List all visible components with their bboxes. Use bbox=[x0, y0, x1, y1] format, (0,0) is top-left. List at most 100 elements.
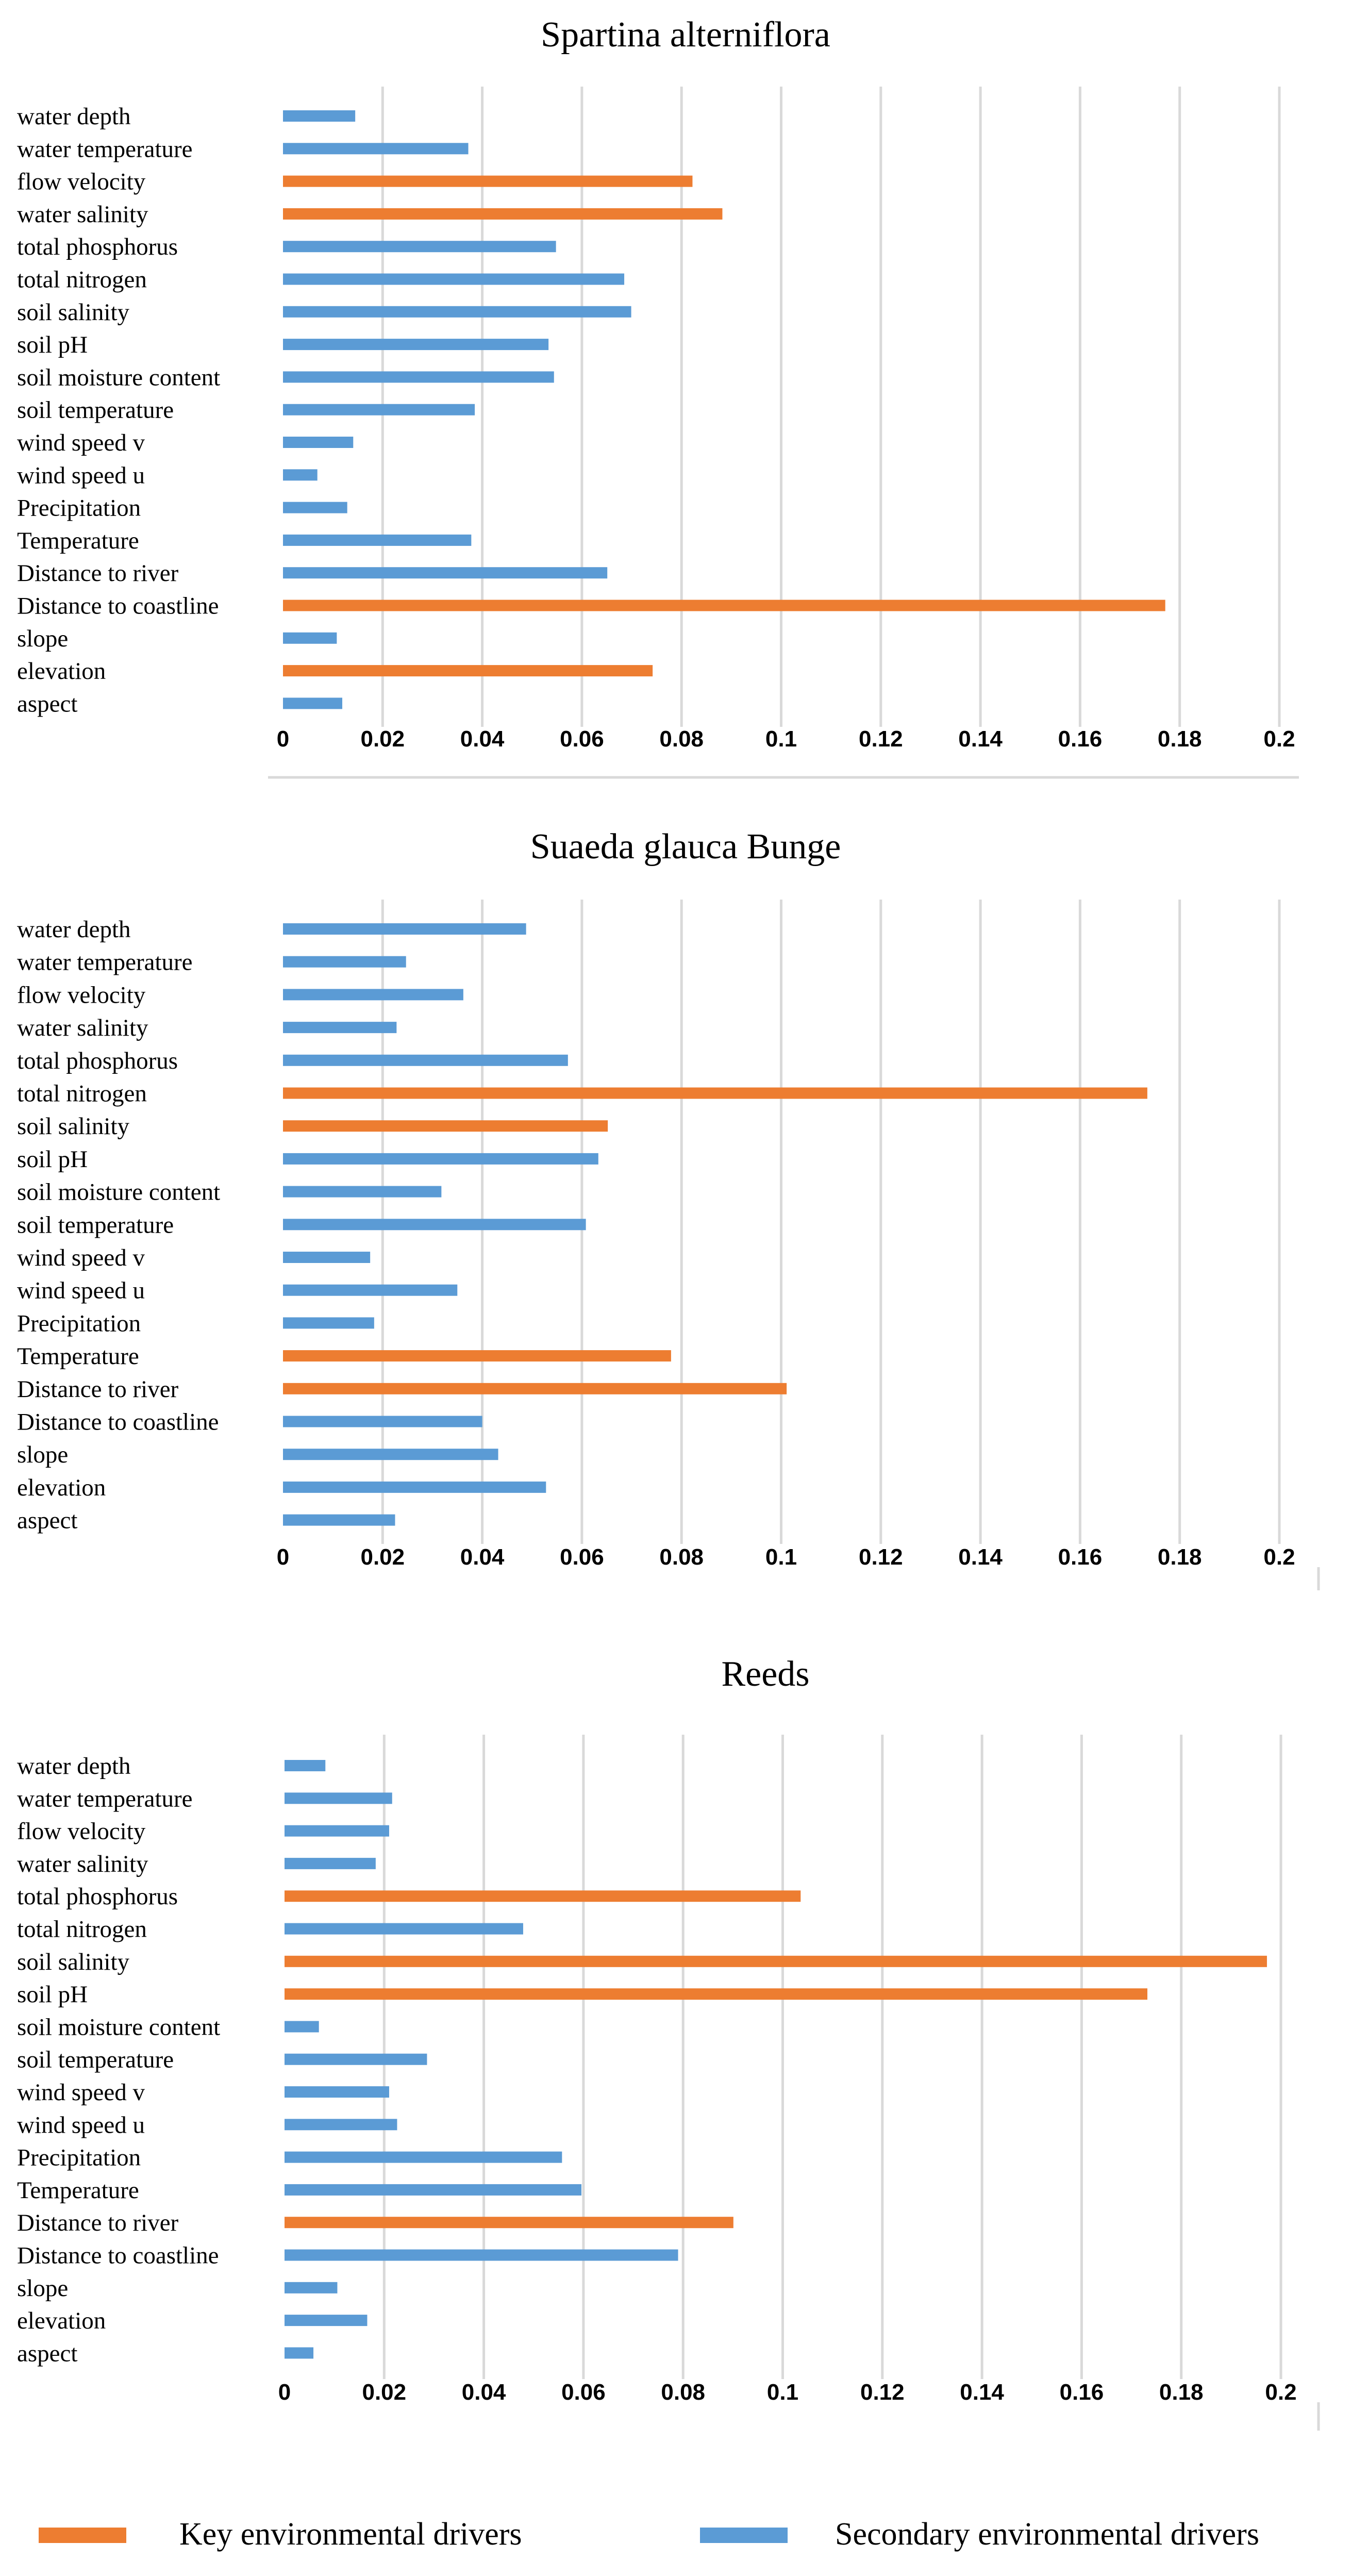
bar-secondary-driver bbox=[283, 534, 472, 546]
legend-swatch-secondary bbox=[700, 2528, 788, 2543]
category-label: soil temperature bbox=[17, 397, 174, 424]
x-tick-label: 0.12 bbox=[860, 2380, 905, 2405]
bar-secondary-driver bbox=[283, 1186, 442, 1198]
category-label: water salinity bbox=[17, 1851, 148, 1877]
category-label: total phosphorus bbox=[17, 234, 178, 260]
category-label: soil moisture content bbox=[17, 364, 220, 391]
category-label: wind speed u bbox=[17, 462, 145, 489]
bar-secondary-driver bbox=[283, 1317, 374, 1329]
bar-key-driver bbox=[283, 600, 1165, 611]
category-label: wind speed v bbox=[17, 1244, 145, 1271]
category-label: aspect bbox=[17, 2340, 77, 2367]
category-label: soil salinity bbox=[17, 1113, 130, 1140]
x-tick-label: 0.04 bbox=[460, 1544, 505, 1570]
category-label: soil temperature bbox=[17, 2047, 174, 2073]
legend-label-secondary: Secondary environmental drivers bbox=[835, 2517, 1259, 2552]
x-tick-label: 0.18 bbox=[1159, 2380, 1204, 2405]
x-tick-label: 0.18 bbox=[1158, 1544, 1202, 1570]
bar-secondary-driver bbox=[283, 371, 554, 383]
legend-label-key: Key environmental drivers bbox=[179, 2517, 522, 2552]
category-label: soil moisture content bbox=[17, 1179, 220, 1206]
bar-secondary-driver bbox=[283, 956, 406, 968]
bar-secondary-driver bbox=[283, 437, 354, 448]
x-tick-label: 0 bbox=[277, 726, 289, 752]
category-label: water depth bbox=[17, 103, 131, 130]
category-label: Distance to coastline bbox=[17, 2242, 219, 2269]
category-label: elevation bbox=[17, 658, 106, 685]
category-label: soil temperature bbox=[17, 1211, 174, 1238]
bar-secondary-driver bbox=[285, 2249, 678, 2261]
bar-secondary-driver bbox=[283, 1054, 568, 1066]
bar-secondary-driver bbox=[285, 2315, 368, 2326]
category-label: Distance to river bbox=[17, 1376, 179, 1403]
bar-secondary-driver bbox=[285, 1792, 392, 1804]
category-label: total nitrogen bbox=[17, 267, 147, 293]
x-tick-label: 0.18 bbox=[1158, 726, 1202, 752]
category-label: Distance to river bbox=[17, 2209, 179, 2236]
x-tick-label: 0.16 bbox=[1058, 1544, 1103, 1570]
bar-key-driver bbox=[283, 208, 723, 220]
bar-secondary-driver bbox=[285, 2053, 427, 2065]
bar-key-driver bbox=[283, 1350, 671, 1362]
chart-panels: Spartina alterniflora 0 0.02 0.04 0.06 0.08 0.… bbox=[17, 15, 1297, 2405]
bar-secondary-driver bbox=[285, 2086, 389, 2098]
bar-secondary-driver bbox=[283, 1514, 395, 1526]
legend-item-key: Key environmental drivers bbox=[39, 2517, 522, 2552]
bar-secondary-driver bbox=[283, 143, 469, 155]
category-label: water salinity bbox=[17, 1015, 148, 1041]
chart-title: Spartina alterniflora bbox=[541, 15, 830, 55]
x-tick-label: 0.02 bbox=[360, 726, 405, 752]
bar-secondary-driver bbox=[283, 697, 343, 709]
category-label: soil salinity bbox=[17, 299, 130, 326]
category-label: Distance to coastline bbox=[17, 593, 219, 620]
x-tick-label: 0.08 bbox=[659, 726, 704, 752]
chart-panel: Suaeda glauca Bunge 0 0.02 0.04 0.06 0.08 0.1 0… bbox=[17, 827, 1295, 1570]
bar-secondary-driver bbox=[283, 1284, 458, 1296]
category-label: soil pH bbox=[17, 331, 88, 358]
bar-secondary-driver bbox=[283, 567, 608, 579]
bar-secondary-driver bbox=[285, 1923, 523, 1935]
legend: Key environmental drivers Secondary envi… bbox=[39, 2517, 1259, 2552]
bar-key-driver bbox=[283, 1120, 608, 1132]
x-tick-label: 0 bbox=[277, 1544, 289, 1570]
bar-key-driver bbox=[285, 2217, 733, 2229]
bar-secondary-driver bbox=[285, 2151, 562, 2163]
category-label: elevation bbox=[17, 2307, 106, 2334]
category-label: total nitrogen bbox=[17, 1081, 147, 1107]
category-label: wind speed v bbox=[17, 2079, 145, 2106]
category-label: flow velocity bbox=[17, 1818, 146, 1845]
bar-secondary-driver bbox=[283, 469, 318, 481]
category-label: water salinity bbox=[17, 201, 148, 228]
bar-key-driver bbox=[283, 665, 653, 677]
category-label: aspect bbox=[17, 690, 77, 717]
bar-secondary-driver bbox=[285, 2184, 582, 2196]
category-label: total nitrogen bbox=[17, 1916, 147, 1943]
x-tick-label: 0.14 bbox=[958, 1544, 1003, 1570]
x-tick-label: 0.2 bbox=[1263, 726, 1295, 752]
category-label: soil pH bbox=[17, 1146, 88, 1173]
category-label: water temperature bbox=[17, 1785, 193, 1812]
category-label: soil moisture content bbox=[17, 2014, 220, 2040]
category-label: flow velocity bbox=[17, 982, 146, 1008]
bar-secondary-driver bbox=[285, 1857, 376, 1869]
x-tick-label: 0.12 bbox=[859, 1544, 903, 1570]
bar-secondary-driver bbox=[283, 339, 549, 351]
category-label: wind speed u bbox=[17, 2112, 145, 2138]
bar-key-driver bbox=[283, 175, 693, 187]
bar-key-driver bbox=[283, 1087, 1147, 1099]
bar-secondary-driver bbox=[283, 110, 356, 122]
category-label: soil salinity bbox=[17, 1949, 130, 1975]
bar-secondary-driver bbox=[285, 2347, 314, 2359]
chart-panel: Reeds 0 0.02 0.04 0.06 0.08 0.1 0.12 0.14 0.16 0.1… bbox=[17, 1654, 1297, 2405]
bar-secondary-driver bbox=[283, 502, 347, 513]
category-label: total phosphorus bbox=[17, 1048, 178, 1074]
x-tick-label: 0.08 bbox=[659, 1544, 704, 1570]
legend-swatch-key bbox=[39, 2528, 126, 2543]
category-label: water depth bbox=[17, 1753, 131, 1780]
x-tick-label: 0.2 bbox=[1263, 1544, 1295, 1570]
bar-key-driver bbox=[285, 1890, 801, 1902]
x-tick-label: 0.02 bbox=[360, 1544, 405, 1570]
category-label: wind speed v bbox=[17, 429, 145, 456]
category-label: aspect bbox=[17, 1507, 77, 1534]
bar-secondary-driver bbox=[283, 1481, 546, 1493]
